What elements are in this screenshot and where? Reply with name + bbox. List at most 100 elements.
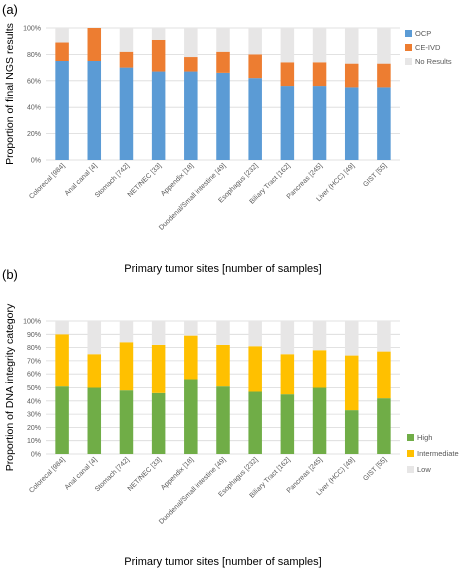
y-tick-label: 80% [27,345,41,352]
bar-segment-high [119,390,134,454]
legend-label: No Results [415,57,452,66]
y-tick-label: 80% [27,52,41,59]
bar-segment-low [377,321,391,352]
bar-segment-low [151,321,166,345]
bar-segment-high [312,387,327,454]
x-tick-label: Stomach [742] [94,456,131,493]
bar-segment-ce-ivd [344,63,359,88]
bar-segment-ocp [280,86,295,160]
bar-segment-no-results [248,28,262,55]
bar-segment-low [55,321,69,335]
legend-label: Intermediate [417,449,459,458]
x-tick-label: NET/NEC [33] [127,162,163,198]
y-axis-title: Proportion of DNA integrity category [4,303,16,471]
bar-segment-ce-ivd [216,51,230,73]
legend-swatch [407,434,414,441]
y-tick-label: 10% [27,438,41,445]
y-tick-label: 20% [27,131,41,138]
bar-segment-intermediate [55,334,69,387]
panel-a: (a) 0% 20% 40% 60% 80% 100% Colorecal [984]Anal… [2,2,452,275]
bar-segment-ocp [119,67,134,160]
legend-swatch [407,450,414,457]
bar-segment-low [184,321,198,336]
bar-segment-high [280,394,295,454]
bar-segment-intermediate [119,342,134,391]
bar-segment-no-results [119,28,134,52]
y-tick-label: 90% [27,332,41,339]
bar-segment-low [87,321,102,355]
bar-segment-intermediate [184,335,198,380]
bar-segment-intermediate [248,346,262,392]
bar-segment-ce-ivd [119,51,134,68]
bar-segment-ce-ivd [248,54,262,79]
bar-segment-ocp [312,86,327,160]
bar-segment-ce-ivd [280,62,295,87]
bar-segment-ocp [151,71,166,160]
legend-label: OCP [415,29,431,38]
y-tick-label: 50% [27,385,41,392]
bar-segment-high [377,398,391,454]
y-tick-label: 40% [27,398,41,405]
bar-segment-low [312,321,327,351]
bar-segment-ocp [344,87,359,160]
bar-segment-ce-ivd [377,63,391,88]
bar-segment-intermediate [216,344,230,387]
bar-segment-high [248,391,262,454]
x-tick-label: Appendix [18] [160,162,195,197]
x-tick-label: GIST [55] [362,456,388,482]
y-axis-title: Proportion of final NGS results [4,23,16,165]
bar-segment-low [344,321,359,356]
bar-segment-high [87,387,102,454]
x-tick-label: Anal canal [4] [64,456,99,491]
legend-swatch [407,466,414,473]
bar-segment-ce-ivd [184,57,198,72]
bar-segment-low [280,321,295,355]
bar-segment-no-results [216,28,230,52]
x-tick-label: Colorecal [984] [28,456,66,494]
y-tick-label: 0% [31,452,41,459]
bar-segment-intermediate [87,354,102,388]
bar-segment-ocp [55,61,69,160]
bar-segment-no-results [280,28,295,63]
bar-segment-no-results [312,28,327,63]
bar-segment-high [216,386,230,454]
y-tick-label: 60% [27,372,41,379]
bar-segment-intermediate [312,350,327,388]
panel-b: (b) 0% 10% 20% 30% 40% 50% 60% 70% 80% 90% 100% Colo… [2,267,459,568]
bar-segment-low [248,321,262,347]
y-tick-label: 30% [27,412,41,419]
bar-segment-high [184,379,198,454]
panel-label: (b) [2,267,18,282]
x-tick-label: Duodenal/Small intestine [49] [158,456,227,525]
x-tick-label: Appendix [18] [160,456,195,491]
bar-segment-ce-ivd [312,62,327,87]
legend-label: High [417,433,432,442]
bar-segment-ocp [377,87,391,160]
bar-segment-no-results [184,28,198,58]
bar-segment-no-results [55,28,69,43]
y-tick-label: 100% [23,26,41,33]
x-axis-title: Primary tumor sites [number of samples] [124,263,321,275]
bar-segment-high [55,386,69,454]
bar-segment-intermediate [377,351,391,399]
bar-segment-ce-ivd [87,28,102,61]
y-tick-label: 60% [27,78,41,85]
bar-segment-ocp [248,78,262,160]
bar-segment-ocp [87,61,102,160]
legend-swatch [405,30,412,37]
bar-segment-intermediate [151,344,166,393]
bar-segment-ocp [184,71,198,160]
x-axis-title: Primary tumor sites [number of samples] [124,556,321,568]
bar-segment-low [119,321,134,343]
bar-segment-high [151,392,166,454]
bar-segment-ocp [216,72,230,160]
panel-label: (a) [2,2,18,17]
y-tick-label: 100% [23,319,41,326]
legend-swatch [405,44,412,51]
legend-label: CE-IVD [415,43,441,52]
bar-segment-no-results [151,28,166,40]
x-tick-label: Anal canal [4] [64,162,99,197]
bar-segment-intermediate [344,355,359,411]
x-tick-label: Duodenal/Small intestine [49] [158,162,227,231]
x-tick-label: GIST [55] [362,162,388,188]
